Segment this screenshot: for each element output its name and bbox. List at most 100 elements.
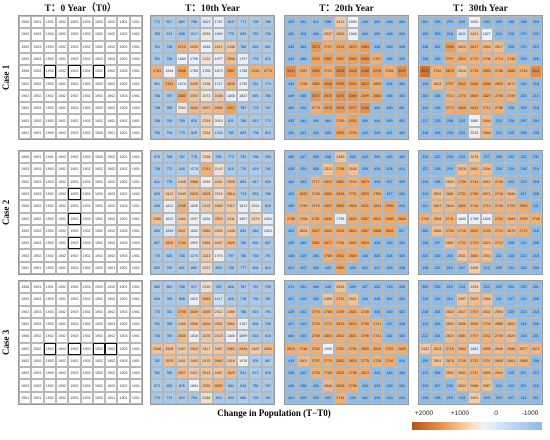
grid-cell: 2489 (334, 151, 347, 164)
grid-cell: 1902 (92, 102, 106, 115)
grid-cell: 2312 (212, 305, 225, 318)
grid-cell: 469 (395, 151, 408, 164)
grid-cell: 2334 (200, 126, 213, 139)
grid-cell: 1902 (55, 175, 69, 188)
grid-cell: 803 (237, 126, 250, 139)
grid-cell: 2768 (492, 65, 506, 78)
grid-cell: 1902 (55, 65, 69, 78)
grid-cell: 2661 (468, 163, 481, 176)
grid-cell: 1906 (19, 281, 32, 294)
grid-cell: 459 (383, 40, 396, 53)
grid-cell: 1901 (117, 261, 130, 274)
grid-cell: 2765 (346, 342, 359, 355)
grid-cell: 2613 (431, 342, 444, 355)
grid-cell: 787 (237, 281, 250, 294)
grid-cell: 2072 (200, 89, 213, 103)
grid-cell: 459 (383, 114, 396, 127)
grid-cell: 2791 (346, 187, 359, 201)
grid-cell: 2709 (492, 330, 506, 343)
grid-cell: 2694 (492, 367, 506, 380)
grid-cell: 436 (309, 163, 322, 176)
grid-cell: 2707 (468, 305, 481, 318)
grid-cell: 1903 (80, 77, 93, 90)
grid-cell: 797 (224, 249, 238, 262)
grid-cell: 2780 (334, 342, 347, 355)
grid-cell: 440 (395, 28, 408, 41)
grid-cell: 428 (395, 281, 408, 294)
colorbar-tick-plus-2000: +2000 (414, 410, 434, 417)
grid-cell: 212 (419, 317, 432, 331)
grid-cell: 207 (529, 391, 542, 404)
grid-cell: 2812 (371, 212, 384, 225)
grid-cell: 2143 (212, 163, 225, 176)
grid-cell: 414 (395, 163, 408, 176)
grid-cell: 839 (237, 224, 250, 238)
grid-cell: 1902 (105, 212, 118, 225)
grid-cell: 210 (492, 114, 506, 127)
grid-cell: 818 (261, 367, 274, 380)
grid-cell: 215 (419, 379, 432, 392)
grid-cell: 2647 (431, 200, 444, 213)
grid-cell: 1903 (43, 28, 56, 41)
grid-cell: 1790 (237, 77, 250, 90)
grid-cell: 2800 (371, 77, 384, 90)
grid-cell: 1902 (105, 224, 118, 238)
grid-cell: 418 (395, 354, 408, 368)
grid-cell: 1902 (43, 212, 56, 225)
grid-cell: 823 (249, 305, 262, 318)
grid-cell: 238 (419, 261, 432, 274)
grid-cell: 790 (163, 114, 176, 127)
grid-cell: 818 (249, 330, 262, 343)
grid-cell: 1902 (19, 175, 32, 188)
grid-cell: 226 (443, 379, 456, 392)
grid-cell: 221 (419, 163, 432, 176)
grid-cell: 1902 (117, 305, 130, 318)
grid-cell: 736 (261, 28, 274, 41)
grid-cell: 812 (261, 126, 274, 139)
grid-cell: 1901 (19, 126, 32, 139)
grid-cell: 1611 (455, 28, 469, 41)
grid-panel-case-1-t20: 423 451 512 436 2413 1890 440 463 448 469 452 404 43… (284, 15, 409, 140)
grid-cell: 1903 (117, 65, 130, 78)
grid-cell: 1901 (43, 151, 56, 164)
grid-cell: 1902 (19, 40, 32, 53)
grid-cell: 1902 (31, 200, 44, 213)
grid-cell: 211 (492, 293, 506, 306)
grid-cell: 1902 (19, 224, 32, 238)
grid-cell: 2734 (443, 224, 456, 238)
grid-cell: 2190 (200, 281, 213, 294)
grid-cell: 2624 (480, 237, 493, 250)
grid-cell: 808 (175, 293, 188, 306)
grid-cell: 1903 (31, 102, 44, 115)
grid-cell: 1903 (105, 317, 118, 331)
grid-cell: 698 (175, 28, 188, 41)
grid-cell: 1901 (129, 261, 142, 274)
grid-cell: 2186 (200, 391, 213, 404)
grid-cell: 767 (175, 151, 188, 164)
grid-cell: 445 (346, 281, 359, 294)
grid-cell: 1902 (92, 89, 106, 103)
grid-cell: 1903 (117, 330, 130, 343)
grid-cell: 215 (529, 305, 542, 318)
grid-cell: 425 (358, 379, 372, 392)
grid-cell: 790 (249, 293, 262, 306)
grid-cell: 1901 (129, 354, 142, 368)
grid-cell: 2813 (455, 52, 469, 66)
grid-cell: 777 (237, 261, 250, 274)
grid-cell: 2876 (443, 65, 456, 78)
grid-cell: 3517 (419, 65, 432, 78)
grid-cell: 302 (419, 281, 432, 294)
grid-cell: 2745 (175, 305, 188, 318)
column-title-year-20: T：20th Year (319, 4, 374, 14)
grid-cell: 1808 (224, 89, 238, 103)
grid-cell: 2561 (224, 317, 238, 331)
grid-cell: 433 (371, 379, 384, 392)
grid-cell: 231 (529, 151, 542, 164)
grid-cell: 1900 (321, 342, 335, 355)
grid-cell: 221 (419, 200, 432, 213)
grid-cell: 1902 (92, 237, 106, 250)
grid-cell: 426 (371, 163, 384, 176)
grid-cell: 2810 (334, 330, 347, 343)
grid-cell: 2417 (224, 200, 238, 213)
grid-cell: 2682 (455, 342, 469, 355)
